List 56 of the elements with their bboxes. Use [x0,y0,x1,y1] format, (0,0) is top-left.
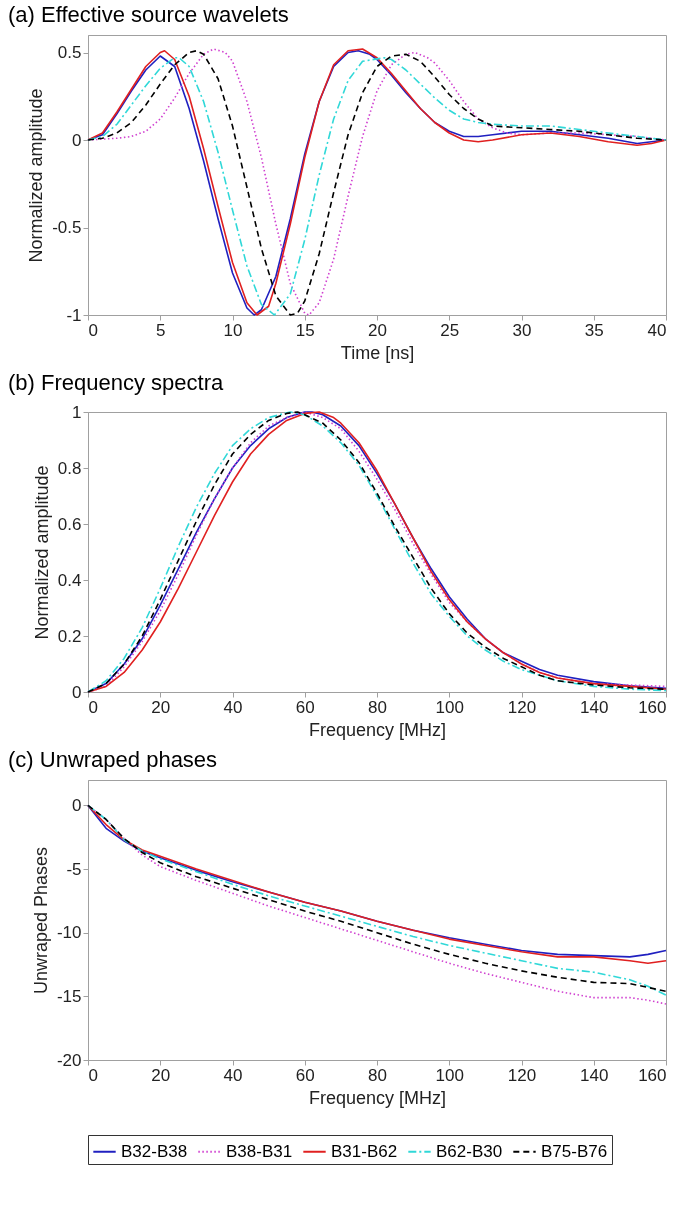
chart-title: (c) Unwraped phases [8,747,218,772]
x-tick-label: 120 [507,697,537,717]
x-tick-label: 15 [295,320,315,340]
y-tick-label: -15 [56,986,82,1006]
x-tick-label: 30 [512,320,532,340]
y-tick-label: -0.5 [52,218,82,237]
x-tick-label: 80 [368,697,387,717]
y-tick-label: 0.4 [57,570,82,590]
legend-label: B62-B30 [436,1141,503,1161]
legend-label: B38-B31 [226,1141,293,1161]
chart-title: (b) Frequency spectra [8,370,224,395]
y-tick-label: 0.6 [57,514,82,534]
x-tick-label: 0 [88,697,98,717]
chart-title: (a) Effective source wavelets [8,2,289,27]
x-tick-label: 0 [88,1065,98,1085]
x-tick-label: 40 [647,320,667,340]
y-tick-label: 0 [72,795,82,815]
x-tick-label: 35 [584,320,604,340]
x-tick-label: 120 [507,1065,537,1085]
y-tick-label: 0.5 [57,43,82,62]
y-tick-label: 0.8 [57,458,82,478]
y-tick-label: 1 [72,402,82,422]
y-tick-label: -5 [66,859,82,879]
x-axis-title: Frequency [MHz] [308,1087,447,1108]
x-tick-label: 20 [151,697,171,717]
x-tick-label: 0 [88,320,98,340]
legend-label: B31-B62 [331,1141,398,1161]
legend-label: B32-B38 [121,1141,188,1161]
x-tick-label: 160 [638,697,667,717]
y-tick-label: 0.2 [57,626,82,646]
x-tick-label: 40 [223,1065,243,1085]
x-tick-label: 140 [580,1065,609,1085]
x-tick-label: 100 [435,697,464,717]
y-axis-title: Unwraped Phases [30,846,51,995]
x-axis-title: Time [ns] [340,342,415,363]
y-tick-label: 0 [72,682,82,702]
x-tick-label: 80 [368,1065,387,1085]
legend-label: B75-B76 [541,1141,608,1161]
x-tick-label: 60 [295,1065,315,1085]
x-tick-label: 160 [638,1065,667,1085]
x-tick-label: 5 [156,320,166,340]
x-tick-label: 40 [223,697,243,717]
x-tick-label: 60 [295,697,315,717]
y-tick-label: -1 [66,305,82,325]
x-axis-title: Frequency [MHz] [308,719,447,740]
x-tick-label: 20 [368,320,387,340]
y-tick-label: 0 [72,130,82,150]
y-tick-label: -10 [56,923,82,943]
x-tick-label: 10 [223,320,243,340]
y-axis-title: Normalized amplitude [31,465,52,640]
x-tick-label: 100 [435,1065,464,1085]
x-tick-label: 25 [440,320,460,340]
y-axis-title: Normalized amplitude [26,88,47,263]
x-tick-label: 140 [580,697,609,717]
x-tick-label: 20 [151,1065,171,1085]
y-tick-label: -20 [56,1050,82,1070]
